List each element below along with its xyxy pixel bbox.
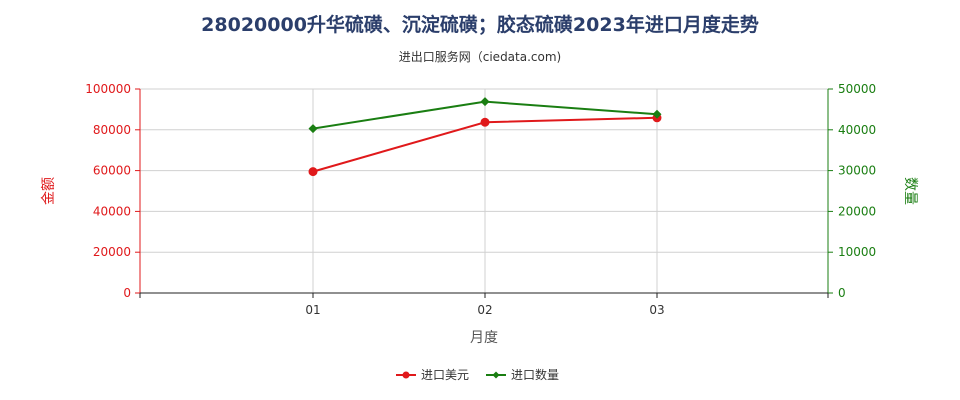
left-tick-label: 80000 — [93, 123, 131, 137]
left-tick-label: 100000 — [85, 82, 131, 96]
legend-marker — [402, 371, 410, 379]
x-axis-title: 月度 — [470, 330, 498, 346]
right-tick-label: 20000 — [838, 204, 876, 218]
left-tick-label: 20000 — [93, 245, 131, 259]
left-tick-label: 40000 — [93, 204, 131, 218]
right-tick-label: 50000 — [838, 82, 876, 96]
legend-label: 进口数量 — [511, 367, 559, 382]
left-axis-title: 金额 — [41, 177, 57, 205]
right-tick-label: 0 — [838, 286, 846, 300]
x-tick-label: 02 — [477, 303, 492, 317]
legend-label: 进口美元 — [421, 368, 469, 382]
right-tick-label: 30000 — [838, 164, 876, 178]
data-point-amount — [480, 117, 490, 127]
chart-title: 28020000升华硫磺、沉淀硫磺；胶态硫磺2023年进口月度走势 — [201, 14, 759, 36]
left-tick-label: 0 — [123, 286, 131, 300]
left-tick-label: 60000 — [93, 164, 131, 178]
x-tick-label: 01 — [305, 303, 320, 317]
right-tick-label: 40000 — [838, 123, 876, 137]
right-tick-label: 10000 — [838, 245, 876, 259]
data-point-quantity — [308, 124, 318, 134]
chart-subtitle: 进出口服务网（ciedata.com) — [398, 50, 562, 64]
data-point-amount — [308, 167, 318, 177]
data-point-quantity — [480, 97, 490, 107]
x-tick-label: 03 — [649, 303, 664, 317]
legend-marker — [492, 371, 500, 379]
right-axis-title: 数量 — [902, 177, 918, 205]
data-point-quantity — [652, 109, 662, 119]
